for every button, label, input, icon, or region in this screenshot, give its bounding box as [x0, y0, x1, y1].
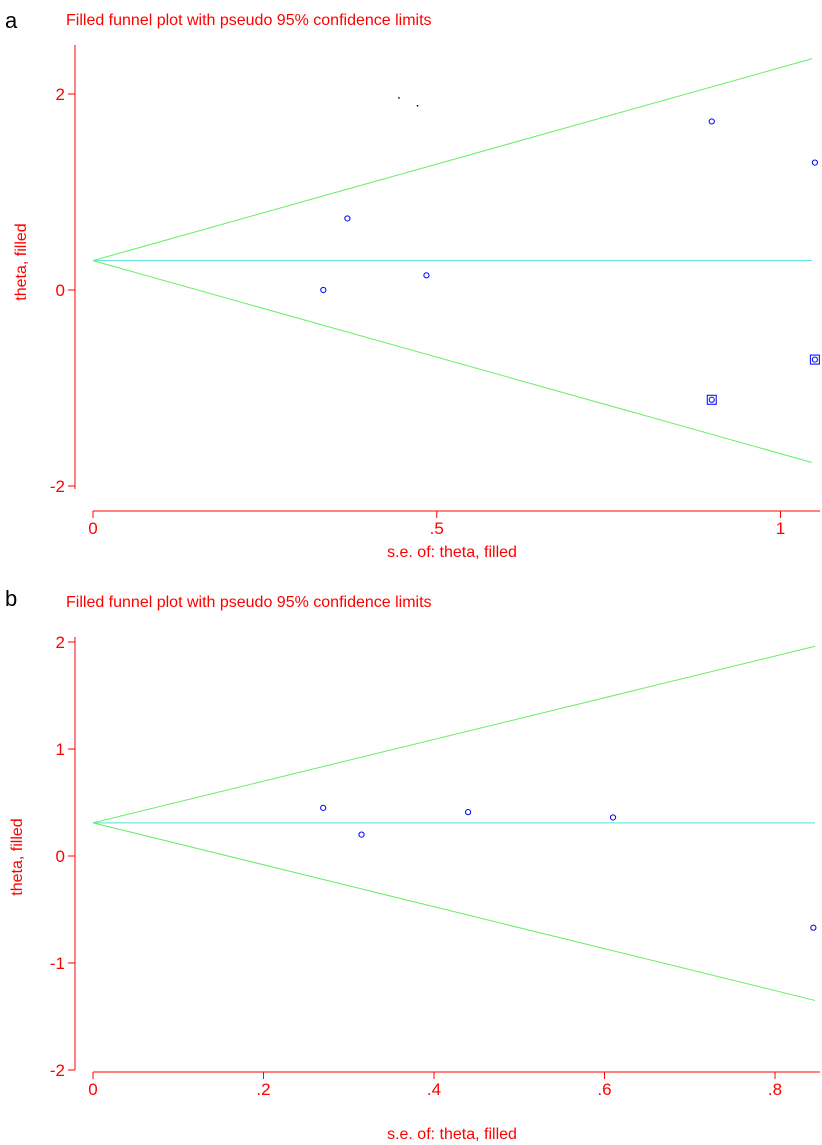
plot-area-a: -2 0 2 0 .5 1 [50, 45, 820, 538]
study-point [423, 272, 430, 279]
study-point [320, 804, 327, 811]
study-point [465, 809, 472, 816]
funnel-plot-b-svg: b Filled funnel plot with pseudo 95% con… [5, 586, 820, 1143]
x-tick-label: 0 [88, 1080, 97, 1099]
y-axis-label-b: theta, filled [9, 818, 26, 895]
y-tick-label: 2 [56, 85, 65, 104]
y-tick-label: 2 [56, 633, 65, 652]
study-point [811, 159, 818, 166]
plot-area-b: -2 -1 0 1 2 0 .2 .4 .6 .8 [50, 633, 820, 1099]
lower-confidence-limit-line [92, 822, 816, 1001]
x-tick-label: 1 [776, 519, 785, 538]
x-tick-label: .6 [597, 1080, 611, 1099]
chart-title-b: Filled funnel plot with pseudo 95% confi… [66, 594, 432, 611]
panel-letter-b: b [5, 586, 17, 611]
filled-study-square-marker [809, 354, 820, 365]
x-axis-label-b: s.e. of: theta, filled [387, 1126, 517, 1143]
x-tick-label: .2 [256, 1080, 270, 1099]
study-point [609, 814, 617, 821]
funnel-plot-a: a Filled funnel plot with pseudo 95% con… [0, 0, 822, 570]
chart-title-a: Filled funnel plot with pseudo 95% confi… [66, 12, 432, 29]
x-tick-label: .8 [768, 1080, 782, 1099]
y-axis-label-a: theta, filled [13, 223, 30, 300]
study-point [810, 924, 817, 931]
y-tick-label: -1 [50, 954, 65, 973]
stray-mark [398, 97, 400, 99]
panel-letter-a: a [5, 8, 18, 33]
lower-confidence-limit-line [92, 260, 813, 463]
upper-confidence-limit-line [92, 645, 816, 824]
x-tick-label: 0 [88, 519, 97, 538]
funnel-plot-a-svg: a Filled funnel plot with pseudo 95% con… [5, 8, 820, 561]
filled-study-square-marker [706, 394, 717, 405]
y-tick-label: -2 [50, 477, 65, 496]
x-tick-label: .4 [427, 1080, 441, 1099]
y-tick-label: 0 [56, 847, 65, 866]
funnel-plot-b: b Filled funnel plot with pseudo 95% con… [0, 583, 822, 1145]
y-tick-label: -2 [50, 1061, 65, 1080]
y-tick-label: 0 [56, 281, 65, 300]
filled-study-point [811, 356, 818, 363]
study-point [708, 118, 715, 125]
study-point [344, 215, 351, 222]
x-axis-label-a: s.e. of: theta, filled [387, 544, 517, 561]
upper-confidence-limit-line [92, 58, 813, 262]
study-point [358, 831, 365, 838]
study-point [320, 286, 327, 294]
y-tick-label: 1 [56, 740, 65, 759]
stray-mark [416, 105, 419, 107]
x-tick-label: .5 [430, 519, 444, 538]
filled-study-point [708, 396, 715, 403]
